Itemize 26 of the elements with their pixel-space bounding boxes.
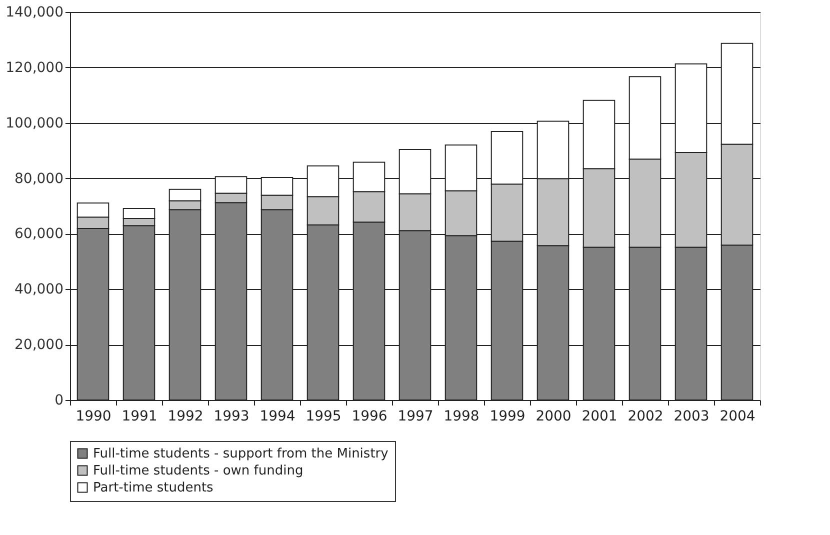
x-tick-label: 1993 <box>214 408 250 424</box>
legend-label: Full-time students - own funding <box>93 464 304 478</box>
x-tick-label: 1996 <box>352 408 388 424</box>
y-tick-label: 60,000 <box>14 226 64 242</box>
y-tick-label: 140,000 <box>6 4 64 20</box>
y-tick-label: 80,000 <box>14 170 64 187</box>
legend-label: Part-time students <box>93 480 214 496</box>
x-tick-label: 1997 <box>398 408 434 424</box>
x-tick-label: 1990 <box>76 408 112 424</box>
x-tick-label: 1992 <box>168 408 204 424</box>
x-tick-label: 1995 <box>306 408 342 424</box>
y-tick-label: 120,000 <box>6 60 64 76</box>
legend-label: Full-time students - support from the Ministry <box>93 446 389 462</box>
x-tick-label: 1999 <box>490 408 526 424</box>
x-tick-label: 1998 <box>444 408 480 424</box>
x-tick-label: 2001 <box>582 408 618 424</box>
y-tick-label: 0 <box>54 392 64 408</box>
x-tick-label: 1994 <box>260 408 296 424</box>
y-tick-label: 40,000 <box>14 282 64 298</box>
y-tick-label: 20,000 <box>14 337 64 354</box>
x-tick-label: 2004 <box>720 408 756 424</box>
x-tick-label: 2000 <box>536 408 572 424</box>
x-tick-label: 1991 <box>122 408 158 424</box>
x-tick-label: 2002 <box>628 408 664 424</box>
x-tick-label: 2003 <box>674 408 710 424</box>
y-tick-label: 100,000 <box>6 115 64 132</box>
